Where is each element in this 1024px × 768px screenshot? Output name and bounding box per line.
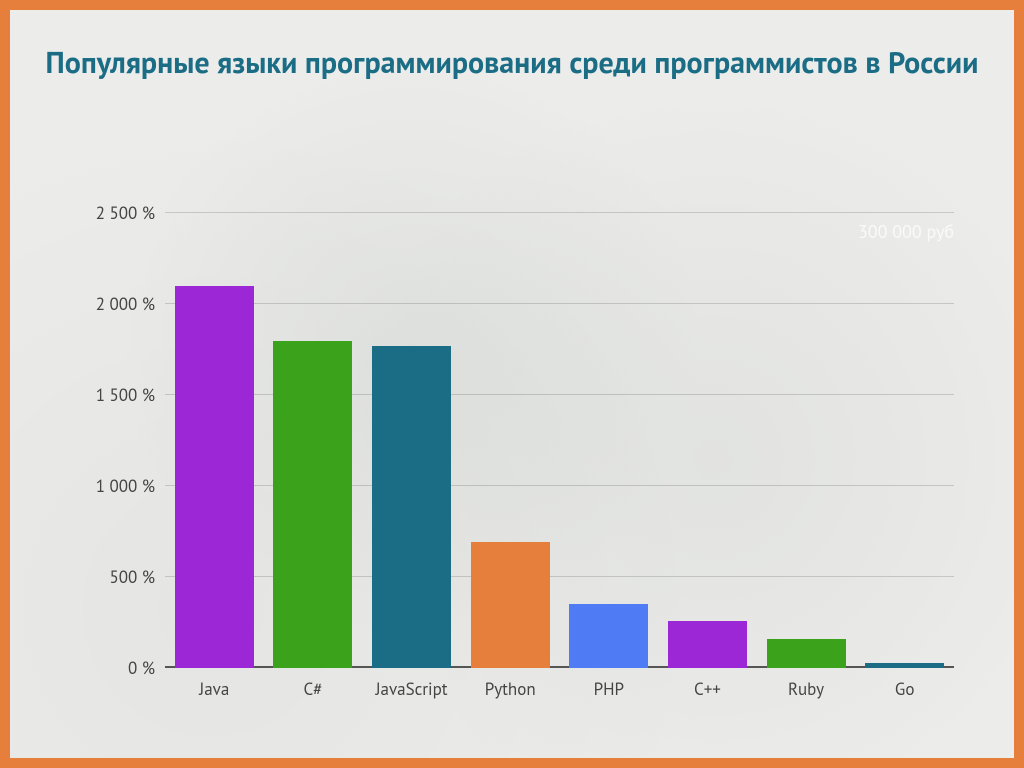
- bars-container: JavaC#JavaScriptPythonPHPC++RubyGo: [165, 195, 954, 668]
- x-axis-label: Python: [461, 668, 560, 700]
- x-axis-label: C#: [264, 668, 363, 700]
- bar: [767, 639, 846, 668]
- y-axis-label: 500 %: [70, 566, 155, 588]
- bar-cell: Java: [165, 195, 264, 668]
- bar: [372, 346, 451, 668]
- bar-cell: C#: [264, 195, 363, 668]
- bar-cell: Python: [461, 195, 560, 668]
- bar: [668, 621, 747, 668]
- bar-cell: C++: [658, 195, 757, 668]
- bar: [273, 341, 352, 668]
- bar-cell: Go: [855, 195, 954, 668]
- y-axis-label: 1 500 %: [70, 384, 155, 406]
- x-axis-label: Ruby: [757, 668, 856, 700]
- chart-title: Популярные языки программирования среди …: [10, 10, 1014, 82]
- bar-cell: PHP: [560, 195, 659, 668]
- x-axis-label: JavaScript: [362, 668, 461, 700]
- x-axis-label: PHP: [560, 668, 659, 700]
- x-axis-label: Java: [165, 668, 264, 700]
- bar: [175, 286, 254, 668]
- y-axis-label: 2 500 %: [70, 202, 155, 224]
- bar: [569, 604, 648, 668]
- bar: [471, 542, 550, 668]
- y-axis-label: 0 %: [70, 657, 155, 679]
- bar-cell: Ruby: [757, 195, 856, 668]
- y-axis-label: 2 000 %: [70, 293, 155, 315]
- chart-frame: Популярные языки программирования среди …: [0, 0, 1024, 768]
- y-axis-label: 1 000 %: [70, 475, 155, 497]
- chart-area: 0 % 500 % 1 000 % 1 500 % 2 000 % 2 500 % Java…: [70, 180, 964, 718]
- plot-area: 0 %500 %1 000 %1 500 %2 000 %2 500 %Java…: [165, 195, 954, 668]
- x-axis-label: Go: [855, 668, 954, 700]
- bar-cell: JavaScript: [362, 195, 461, 668]
- x-axis-label: C++: [658, 668, 757, 700]
